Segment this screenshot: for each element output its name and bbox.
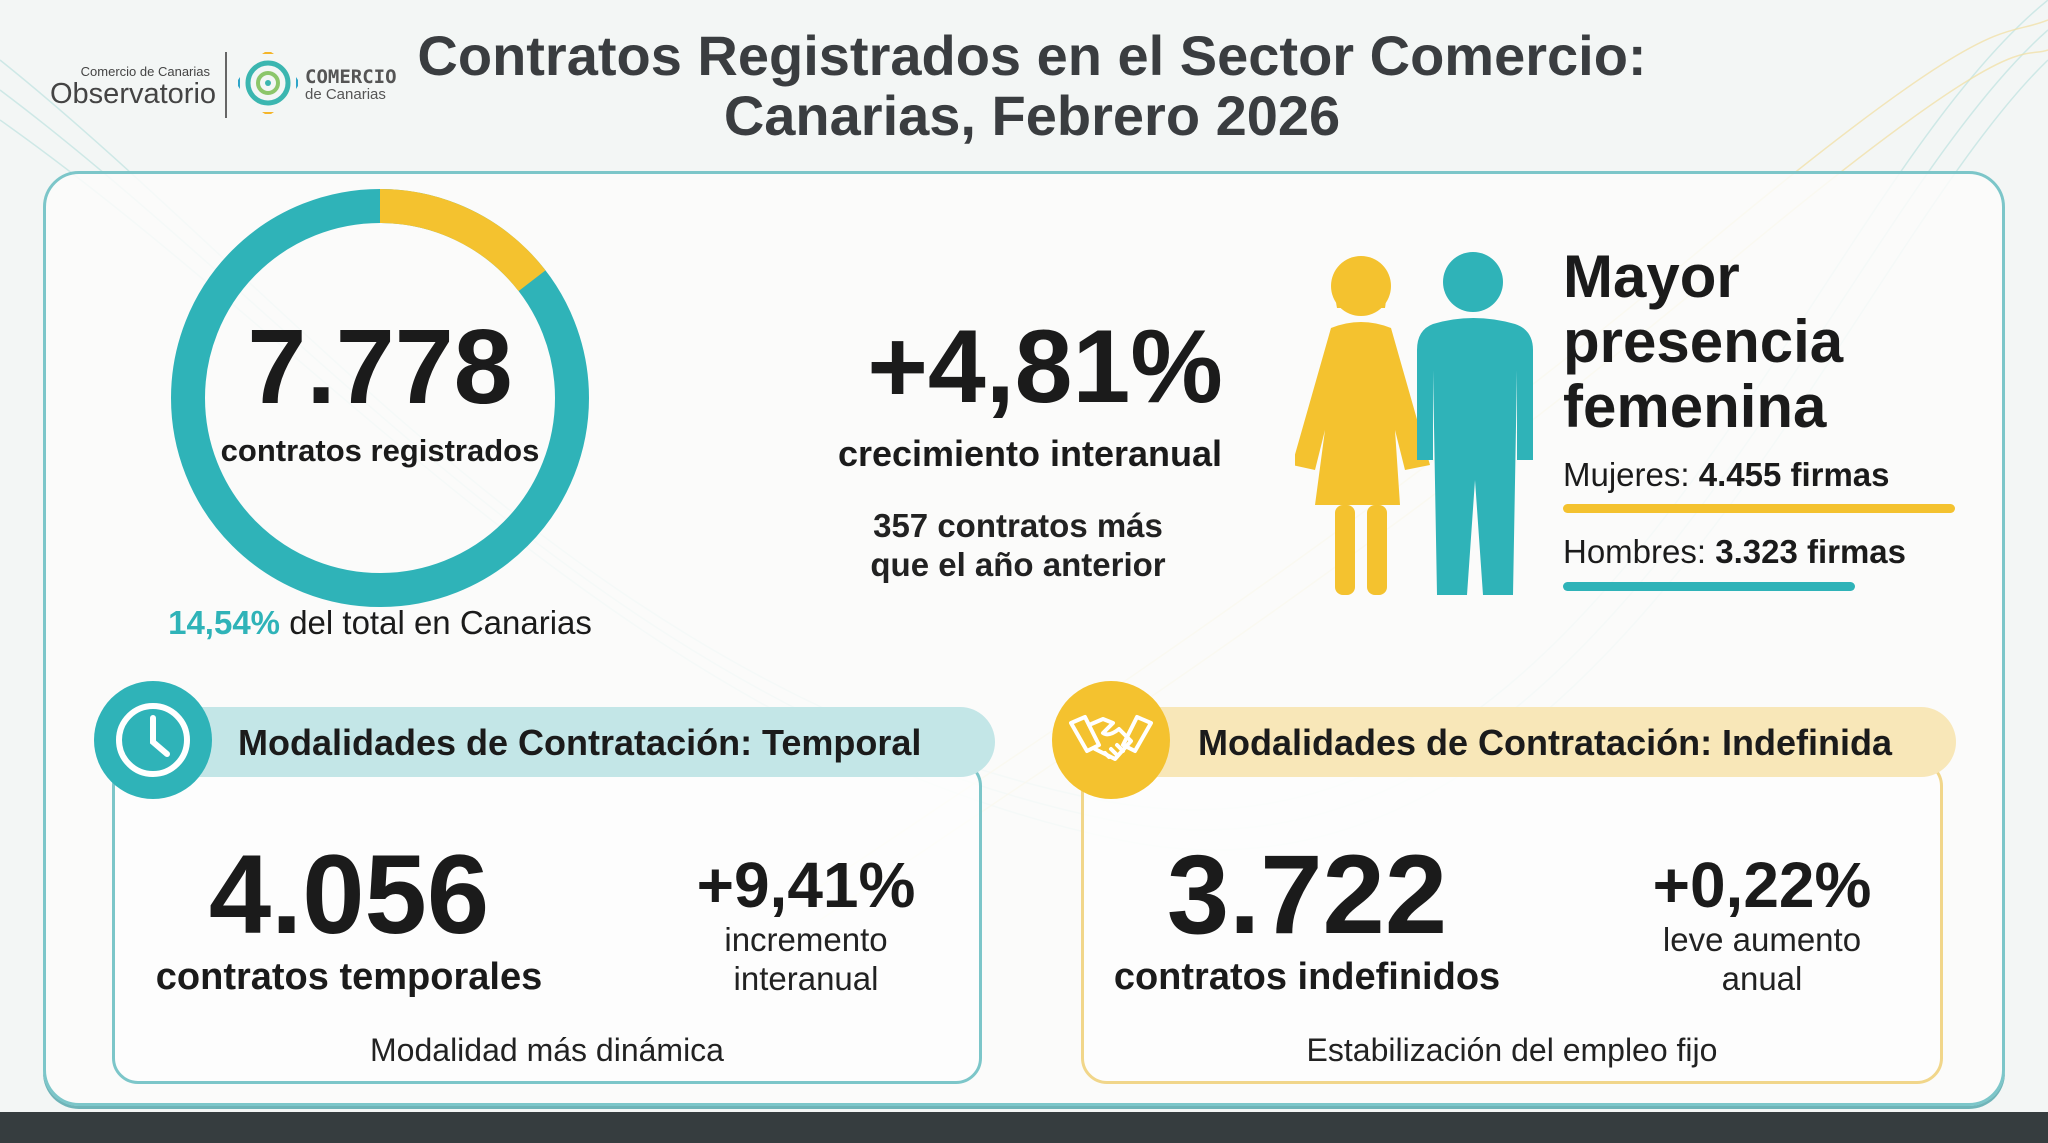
woman-icon: [1295, 256, 1430, 595]
men-stat: Hombres: 3.323 firmas: [1563, 533, 1906, 571]
men-bar: [1563, 582, 1856, 591]
gender-heading-line3: femenina: [1563, 373, 1827, 440]
handshake-icon: [1052, 681, 1170, 799]
women-label: Mujeres:: [1563, 456, 1699, 493]
men-value: 3.323 firmas: [1715, 533, 1907, 570]
comercio-logo-icon: [238, 52, 298, 114]
brand-bottom: de Canarias: [305, 86, 386, 103]
total-share: 14,54% del total en Canarias: [168, 604, 592, 642]
temporal-change-desc: incremento interanual: [724, 920, 887, 998]
women-bar: [1563, 504, 1955, 513]
indefinida-change: +0,22%: [1652, 849, 1872, 921]
temporal-note: Modalidad más dinámica: [370, 1032, 724, 1068]
total-value: 7.778: [247, 308, 513, 426]
indefinida-header: [1053, 707, 1956, 777]
gender-heading-line2: presencia: [1563, 308, 1844, 375]
indefinida-header-text: Modalidades de Contratación: Indefinida: [1198, 722, 1893, 763]
indefinida-change-line1: leve aumento: [1662, 921, 1862, 958]
page-title-line1: Contratos Registrados en el Sector Comer…: [417, 24, 1647, 87]
growth-detail: 357 contratos más que el año anterior: [870, 506, 1165, 584]
logo-small-text: Comercio de Canarias: [80, 64, 210, 79]
temporal-label: contratos temporales: [155, 956, 543, 998]
growth-detail-line2: que el año anterior: [870, 546, 1166, 583]
brand-top: COMERCIO: [305, 66, 397, 88]
gender-heading-line1: Mayor: [1563, 243, 1740, 310]
observatorio-logo: Comercio de Canarias Observatorio: [50, 64, 217, 110]
comercio-brand: COMERCIO de Canarias: [305, 68, 397, 104]
logo-big-text: Observatorio: [50, 78, 217, 110]
indefinida-change-line2: anual: [1721, 960, 1803, 997]
bottom-bar: [0, 1112, 2048, 1143]
indefinida-note: Estabilización del empleo fijo: [1306, 1032, 1718, 1068]
indefinida-change-desc: leve aumento anual: [1663, 920, 1861, 998]
temporal-change-line1: incremento: [724, 921, 888, 958]
logo-divider: [225, 52, 227, 118]
gender-heading: Mayor presencia femenina: [1563, 244, 1843, 439]
temporal-change: +9,41%: [696, 849, 916, 921]
share-value: 14,54%: [168, 604, 281, 641]
growth-value: +4,81%: [867, 309, 1223, 425]
indefinida-value: 3.722: [1166, 832, 1448, 957]
temporal-change-line2: interanual: [733, 960, 879, 997]
growth-detail-line1: 357 contratos más: [873, 507, 1163, 544]
total-label: contratos registrados: [220, 433, 540, 468]
share-text: del total en Canarias: [280, 604, 592, 641]
clock-icon: [94, 681, 212, 799]
page-title-line2: Canarias, Febrero 2026: [723, 84, 1341, 147]
total-donut-chart: [171, 189, 589, 607]
temporal-header: [98, 707, 995, 777]
donut-yellow-arc: [379, 189, 546, 292]
temporal-value: 4.056: [208, 832, 490, 957]
man-icon: [1417, 252, 1533, 595]
women-value: 4.455 firmas: [1698, 456, 1890, 493]
temporal-header-text: Modalidades de Contratación: Temporal: [238, 722, 922, 763]
men-label: Hombres:: [1563, 533, 1716, 570]
growth-label: crecimiento interanual: [837, 433, 1223, 474]
indefinida-label: contratos indefinidos: [1113, 956, 1501, 998]
gender-figures: [1295, 252, 1533, 595]
women-stat: Mujeres: 4.455 firmas: [1563, 456, 1890, 494]
